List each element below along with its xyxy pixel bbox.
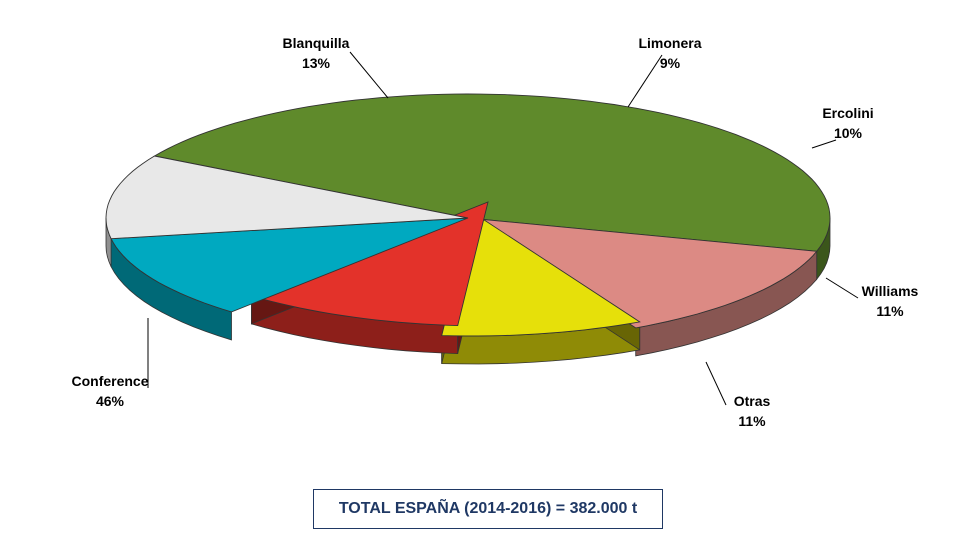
slice-value-limonera: 9% xyxy=(660,55,681,71)
slice-name-limonera: Limonera xyxy=(638,35,701,51)
slice-limonera xyxy=(441,211,641,337)
pie-labels: Conference 46% Blanquilla 13% Limonera 9% Erco… xyxy=(71,35,918,429)
slice-conference xyxy=(153,93,831,252)
slice-name-blanquilla: Blanquilla xyxy=(283,35,350,51)
total-label: TOTAL ESPAÑA (2014-2016) = 382.000 t xyxy=(338,500,638,517)
slice-name-otras: Otras xyxy=(734,393,771,409)
slice-value-williams: 11% xyxy=(876,303,904,319)
leader-line-limonera xyxy=(627,54,663,108)
leader-line-williams xyxy=(825,277,859,299)
leader-line-otras xyxy=(705,361,727,406)
slice-name-conference: Conference xyxy=(71,373,148,389)
slice-value-otras: 11% xyxy=(738,413,766,429)
total-box: TOTAL ESPAÑA (2014-2016) = 382.000 t xyxy=(313,489,663,529)
slice-otras xyxy=(105,155,469,240)
slice-name-ercolini: Ercolini xyxy=(822,105,873,121)
leader-line-blanquilla xyxy=(349,51,389,99)
slice-name-williams: Williams xyxy=(862,283,919,299)
slice-value-conference: 46% xyxy=(96,393,125,409)
slice-value-blanquilla: 13% xyxy=(302,55,331,71)
pie-tops xyxy=(105,93,831,337)
slice-williams xyxy=(110,217,469,313)
slice-value-ercolini: 10% xyxy=(834,125,863,141)
leader-line-ercolini xyxy=(811,139,837,149)
slice-blanquilla xyxy=(467,217,818,329)
